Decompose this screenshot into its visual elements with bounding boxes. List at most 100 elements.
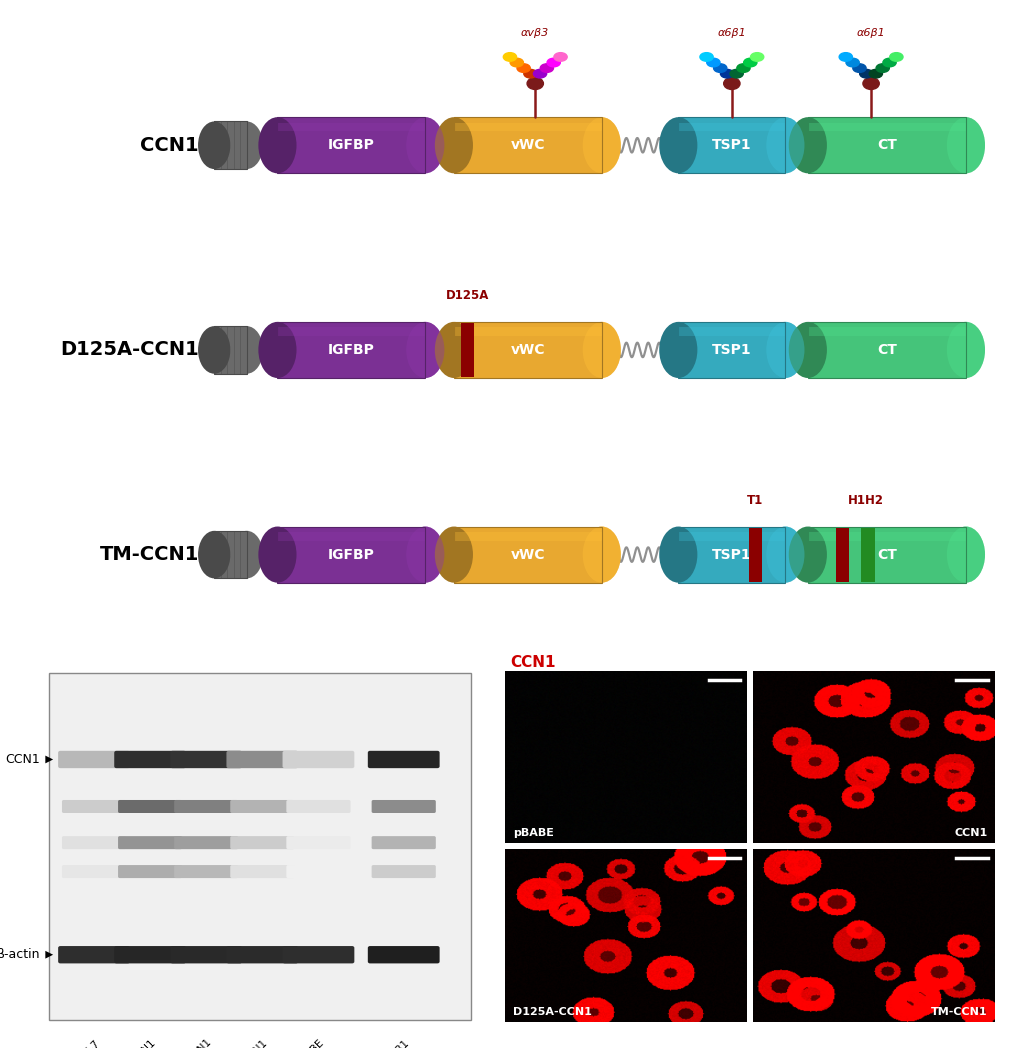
Text: CCN1: CCN1 [5, 752, 40, 766]
FancyBboxPatch shape [118, 865, 182, 878]
FancyBboxPatch shape [371, 865, 435, 878]
Ellipse shape [527, 78, 543, 89]
Text: MDA-MB-231: MDA-MB-231 [356, 1038, 411, 1048]
FancyBboxPatch shape [286, 836, 351, 849]
FancyBboxPatch shape [371, 800, 435, 813]
Circle shape [750, 52, 763, 61]
Bar [214, 122, 247, 169]
Text: IGFBP: IGFBP [328, 548, 374, 562]
Text: CCN1: CCN1 [242, 1038, 269, 1048]
Text: α6β1: α6β1 [856, 28, 884, 39]
Text: vWC: vWC [511, 343, 544, 357]
Circle shape [875, 64, 889, 72]
Circle shape [730, 69, 743, 78]
Bar [748, 527, 761, 582]
Ellipse shape [788, 117, 826, 173]
Bar [807, 117, 965, 173]
Circle shape [699, 52, 712, 61]
FancyBboxPatch shape [282, 946, 354, 963]
FancyBboxPatch shape [118, 836, 182, 849]
Bar [678, 123, 785, 131]
Ellipse shape [765, 117, 804, 173]
FancyBboxPatch shape [282, 750, 354, 768]
Ellipse shape [788, 322, 826, 378]
Ellipse shape [788, 526, 826, 583]
Ellipse shape [582, 117, 621, 173]
Bar [277, 117, 425, 173]
Bar [678, 526, 785, 583]
FancyBboxPatch shape [174, 800, 238, 813]
Ellipse shape [946, 117, 984, 173]
Bar [214, 326, 247, 374]
Text: CT: CT [876, 138, 896, 152]
Text: D125A-CCN1: D125A-CCN1 [102, 1038, 157, 1048]
FancyBboxPatch shape [371, 836, 435, 849]
Text: TSP1: TSP1 [711, 343, 751, 357]
Circle shape [540, 64, 553, 72]
Circle shape [859, 69, 872, 78]
Bar [860, 527, 873, 582]
Bar [277, 123, 425, 131]
Bar [807, 532, 965, 541]
Ellipse shape [198, 122, 230, 169]
Bar [277, 532, 425, 541]
Ellipse shape [658, 117, 697, 173]
Text: CCN1: CCN1 [141, 136, 199, 155]
Text: pBABE: pBABE [293, 1038, 325, 1048]
Bar [807, 526, 965, 583]
FancyBboxPatch shape [368, 750, 439, 768]
Circle shape [852, 64, 865, 72]
FancyBboxPatch shape [170, 946, 242, 963]
Circle shape [706, 59, 719, 67]
Text: αvβ3: αvβ3 [521, 28, 549, 39]
Bar [453, 117, 601, 173]
Text: CT: CT [876, 343, 896, 357]
Ellipse shape [258, 526, 297, 583]
Text: TM-CCN1: TM-CCN1 [100, 545, 199, 564]
Bar [277, 322, 425, 378]
Text: CT: CT [876, 548, 896, 562]
Bar [214, 122, 247, 169]
FancyBboxPatch shape [174, 836, 238, 849]
Circle shape [719, 69, 733, 78]
FancyBboxPatch shape [114, 750, 185, 768]
FancyBboxPatch shape [62, 865, 126, 878]
FancyBboxPatch shape [114, 946, 185, 963]
Ellipse shape [434, 322, 473, 378]
Ellipse shape [406, 117, 444, 173]
Bar [678, 327, 785, 336]
Text: CCN1: CCN1 [510, 655, 554, 671]
FancyBboxPatch shape [58, 750, 129, 768]
Ellipse shape [198, 326, 230, 374]
Ellipse shape [723, 78, 740, 89]
Text: D125A-CCN1: D125A-CCN1 [60, 341, 199, 359]
Circle shape [713, 64, 727, 72]
Ellipse shape [946, 526, 984, 583]
Circle shape [510, 59, 523, 67]
Text: α6β1: α6β1 [716, 28, 746, 39]
Bar [807, 117, 965, 173]
Bar [807, 526, 965, 583]
Bar [453, 526, 601, 583]
Bar [453, 526, 601, 583]
Circle shape [889, 52, 902, 61]
Ellipse shape [658, 526, 697, 583]
Ellipse shape [406, 526, 444, 583]
FancyBboxPatch shape [368, 946, 439, 963]
Bar [678, 322, 785, 378]
Bar [807, 322, 965, 378]
Ellipse shape [434, 526, 473, 583]
Ellipse shape [946, 117, 984, 173]
Ellipse shape [582, 526, 621, 583]
Text: T1: T1 [747, 494, 763, 507]
Text: CCN1: CCN1 [954, 828, 986, 838]
Ellipse shape [946, 322, 984, 378]
Bar [453, 123, 601, 131]
Circle shape [524, 69, 537, 78]
Ellipse shape [406, 322, 444, 378]
Text: D125A: D125A [445, 289, 488, 302]
Bar [214, 326, 247, 374]
Circle shape [517, 64, 530, 72]
Ellipse shape [658, 322, 697, 378]
Ellipse shape [230, 531, 263, 578]
